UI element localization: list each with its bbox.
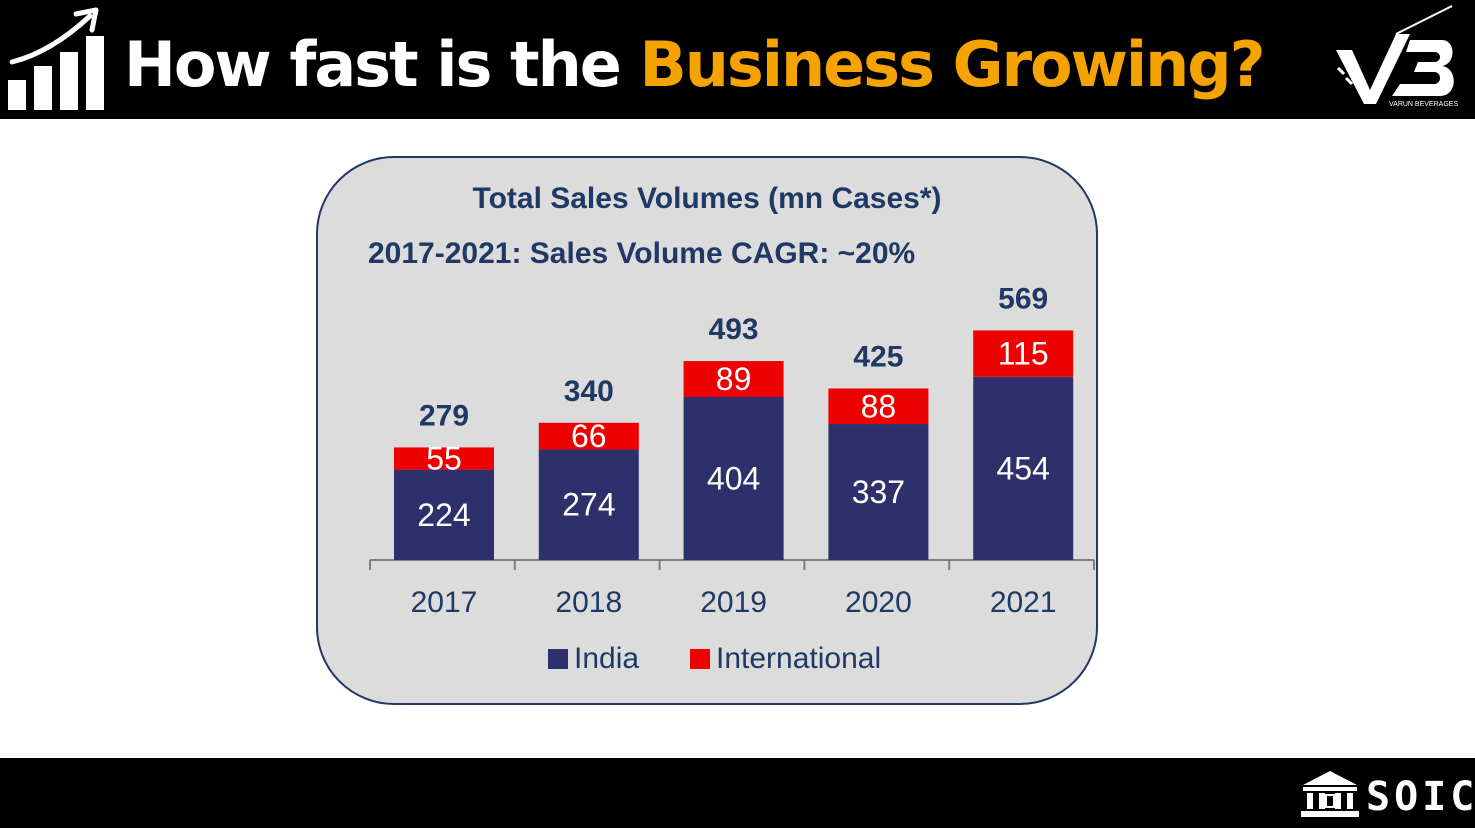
x-tick-label-2021: 2021: [990, 586, 1057, 619]
legend-label-india: India: [574, 642, 640, 675]
vb-logo: [1336, 5, 1454, 104]
total-label-2017: 279: [419, 399, 469, 432]
data-label-international-2017: 55: [426, 441, 462, 477]
x-tick-label-2019: 2019: [700, 586, 767, 619]
data-label-international-2018: 66: [571, 418, 607, 454]
footer-bar: [0, 758, 1475, 828]
bar-international-2020: [828, 388, 929, 425]
legend-swatch-india: [548, 649, 568, 669]
data-label-international-2021: 115: [998, 336, 1049, 372]
bar-india-2018: [538, 449, 639, 560]
header-bar: How fast is the Business Growing? VARUN …: [0, 0, 1475, 119]
stacked-bar-chart: 224 55 279 2017 274 66 340 2018 404 89 493 2019 337 8…: [369, 282, 1095, 619]
page-title: How fast is the Business Growing?: [124, 28, 1266, 101]
legend-label-international: International: [716, 642, 882, 675]
data-label-india-2021: 454: [997, 450, 1050, 486]
chart-subtitle: 2017-2021: Sales Volume CAGR: ~20%: [368, 237, 916, 270]
total-label-2018: 340: [564, 375, 614, 408]
legend-swatch-international: [690, 649, 710, 669]
total-label-2020: 425: [853, 341, 903, 374]
x-tick-label-2020: 2020: [845, 586, 912, 619]
growth-chart-icon: [8, 7, 104, 110]
bar-india-2021: [973, 376, 1074, 560]
legend-item-international: International: [690, 642, 881, 676]
chart-title: Total Sales Volumes (mn Cases*): [472, 182, 942, 215]
total-label-2019: 493: [709, 313, 759, 346]
bar-india-2020: [828, 424, 929, 560]
data-label-india-2019: 404: [707, 460, 760, 496]
x-tick-label-2017: 2017: [411, 586, 478, 619]
total-label-2021: 569: [998, 282, 1048, 315]
institution-building-icon: [1301, 771, 1359, 817]
bar-international-2019: [683, 361, 784, 397]
bar-international-2021: [973, 330, 1074, 377]
chart-panel: Total Sales Volumes (mn Cases*) 2017-202…: [316, 156, 1098, 705]
x-tick-label-2018: 2018: [555, 586, 622, 619]
legend-item-india: India: [548, 642, 639, 676]
page-title-highlight: Business Growing?: [639, 28, 1265, 101]
bar-international-2017: [394, 447, 494, 470]
data-label-international-2019: 89: [716, 361, 752, 397]
bar-india-2019: [683, 396, 784, 560]
data-label-india-2020: 337: [852, 474, 905, 510]
brand-caption: VARUN BEVERAGES: [1389, 101, 1459, 108]
data-label-international-2020: 88: [861, 388, 897, 424]
bar-india-2017: [394, 469, 494, 560]
footer-brand: SOIC: [1366, 774, 1475, 820]
data-label-india-2017: 224: [417, 497, 470, 533]
bar-international-2018: [538, 422, 639, 450]
data-label-india-2018: 274: [562, 487, 615, 523]
